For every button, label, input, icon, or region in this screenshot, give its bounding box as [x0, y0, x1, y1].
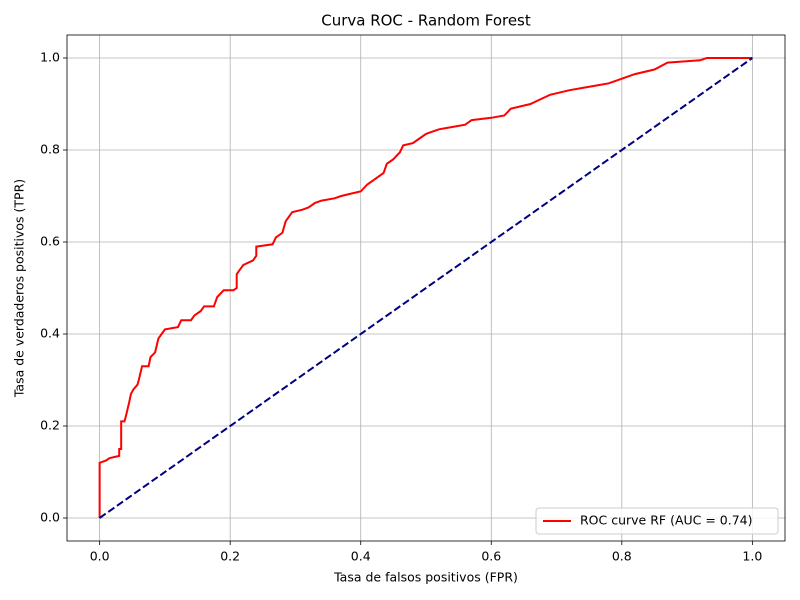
legend-box — [535, 507, 779, 535]
x-tick-label: 0.6 — [481, 549, 501, 564]
x-tick-label: 0.4 — [351, 549, 371, 564]
x-tick-label: 0.8 — [612, 549, 632, 564]
y-axis-label: Tasa de verdaderos positivos (TPR) — [12, 179, 27, 398]
line-series — [99, 57, 753, 519]
x-axis-label: Tasa de falsos positivos (FPR) — [333, 570, 518, 585]
y-tick-label: 0.6 — [40, 234, 60, 249]
y-tick-label: 0.0 — [40, 510, 60, 525]
y-tick-label: 0.8 — [40, 142, 60, 157]
x-tick-label: 0.0 — [90, 549, 110, 564]
y-tick-label: 0.4 — [40, 326, 60, 341]
y-tick-label: 1.0 — [40, 50, 60, 65]
chart-title: Curva ROC - Random Forest — [321, 12, 531, 30]
line-series — [98, 57, 753, 518]
y-tick-label: 0.2 — [40, 418, 60, 433]
legend-label: ROC curve RF (AUC = 0.74) — [580, 513, 753, 528]
x-tick-label: 1.0 — [742, 549, 762, 564]
x-tick-label: 0.2 — [220, 549, 240, 564]
plot-frame — [66, 34, 786, 542]
